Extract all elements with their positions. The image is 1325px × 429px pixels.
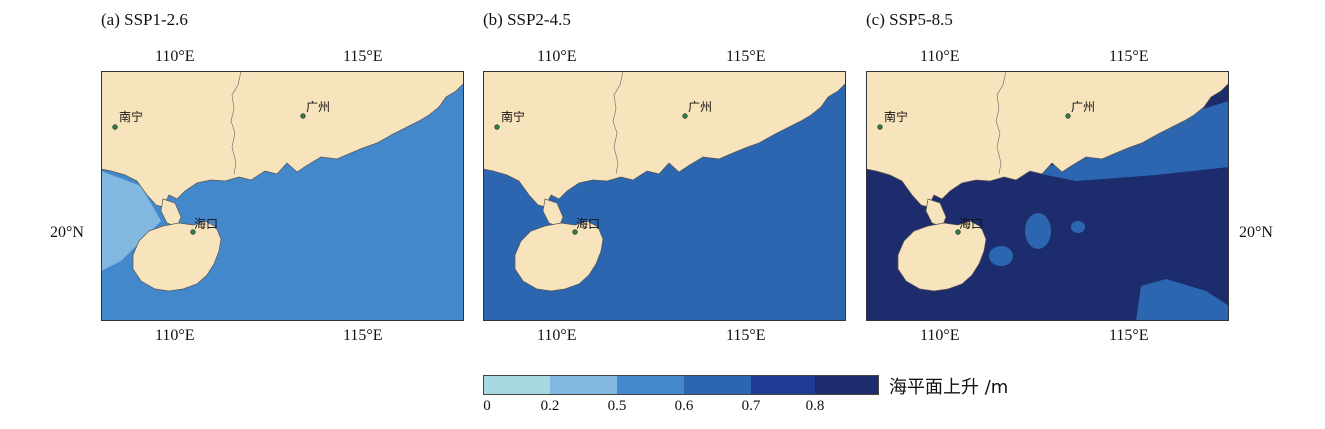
city-marker-guangzhou (300, 113, 306, 119)
contour-region (1025, 213, 1051, 249)
contour-region (483, 161, 513, 236)
contour-region (1136, 279, 1229, 321)
city-label-guangzhou: 广州 (688, 100, 712, 114)
map-frame (866, 71, 1229, 321)
city-label-haikou: 海口 (194, 216, 218, 231)
panel-b-title: (b) SSP2-4.5 (483, 10, 571, 29)
legend-tick-1: 0.2 (540, 398, 560, 414)
map-frame (483, 71, 846, 321)
mainland-land (483, 71, 846, 208)
lat-tick-20-left: 20°N (50, 224, 84, 241)
legend-tick-4: 0.7 (741, 398, 761, 414)
legend-title: 海平面上升 /m (889, 377, 1009, 398)
city-marker-haikou (572, 229, 578, 235)
hainan-island (514, 220, 604, 292)
lon-tick-115-top-c: 115°E (1109, 48, 1149, 65)
map-frame (101, 71, 464, 321)
lon-tick-115-top-a: 115°E (343, 48, 383, 65)
legend-tick-5: 0.8 (805, 398, 825, 414)
contour-region (578, 171, 633, 233)
legend-tick-2: 0.5 (607, 398, 627, 414)
mainland-land (101, 71, 464, 208)
city-marker-nanning (112, 124, 118, 130)
city-label-nanning: 南宁 (501, 109, 525, 124)
legend-swatch-4 (751, 375, 815, 395)
lon-tick-110-top-c: 110°E (920, 48, 960, 65)
hainan-island (132, 220, 222, 292)
city-marker-guangzhou (682, 113, 688, 119)
legend-swatch-3 (684, 375, 751, 395)
legend-swatch-0 (483, 375, 550, 395)
lon-tick-110-top-a: 110°E (155, 48, 195, 65)
city-label-nanning: 南宁 (884, 109, 908, 124)
city-marker-guangzhou (1065, 113, 1071, 119)
lon-tick-110-bottom-b: 110°E (537, 327, 577, 344)
contour-region (375, 186, 427, 200)
legend-swatch-5 (815, 375, 879, 395)
lon-tick-115-top-b: 115°E (726, 48, 766, 65)
legend-frame (483, 375, 879, 395)
panel-c-title: (c) SSP5-8.5 (866, 10, 953, 29)
province-border (995, 71, 1007, 175)
legend-swatch-1 (550, 375, 617, 395)
city-marker-haikou (955, 229, 961, 235)
lon-tick-110-bottom-a: 110°E (155, 327, 195, 344)
lon-tick-110-top-b: 110°E (537, 48, 577, 65)
lon-tick-110-bottom-c: 110°E (920, 327, 960, 344)
lon-tick-115-bottom-c: 115°E (1109, 327, 1149, 344)
city-label-guangzhou: 广州 (1071, 100, 1095, 114)
province-border (612, 71, 624, 175)
city-label-nanning: 南宁 (119, 109, 143, 124)
city-label-guangzhou: 广州 (306, 100, 330, 114)
panel-a-title: (a) SSP1-2.6 (101, 10, 188, 29)
contour-region (101, 171, 161, 271)
lat-tick-20-right: 20°N (1239, 224, 1273, 241)
city-label-haikou: 海口 (959, 216, 983, 231)
legend-swatch-2 (617, 375, 684, 395)
city-marker-haikou (190, 229, 196, 235)
contour-region (989, 246, 1013, 266)
city-marker-nanning (494, 124, 500, 130)
city-label-haikou: 海口 (576, 216, 600, 231)
contour-region (483, 271, 563, 321)
province-border (230, 71, 242, 175)
mainland-land (866, 71, 1229, 208)
legend-tick-0: 0 (483, 398, 491, 414)
legend-tick-3: 0.6 (674, 398, 694, 414)
contour-region (1071, 221, 1085, 233)
hainan-island (897, 220, 987, 292)
lon-tick-115-bottom-b: 115°E (726, 327, 766, 344)
city-marker-nanning (877, 124, 883, 130)
lon-tick-115-bottom-a: 115°E (343, 327, 383, 344)
